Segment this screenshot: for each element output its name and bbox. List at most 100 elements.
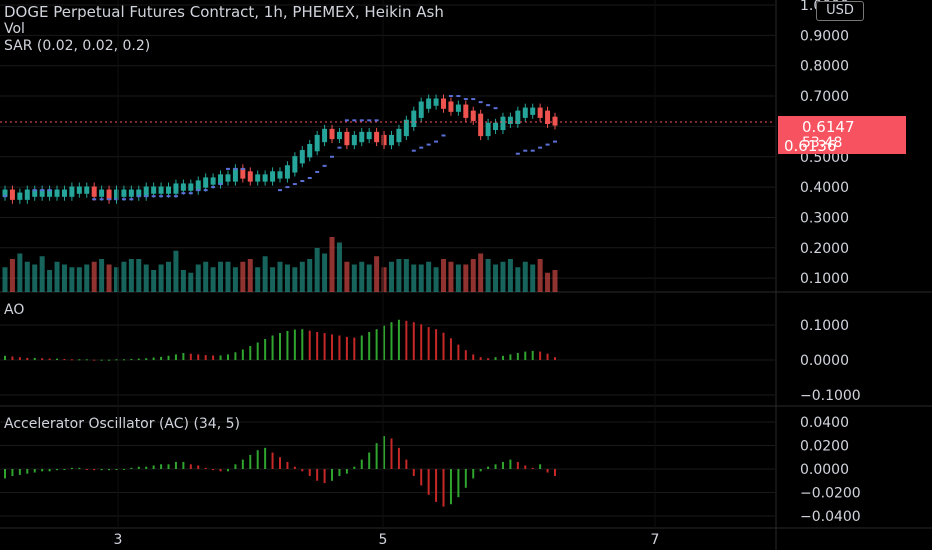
price-candle-16 (121, 189, 127, 197)
ao-bar-62 (464, 350, 467, 360)
ac-bar-40 (301, 469, 304, 472)
volume-bar-64 (478, 253, 484, 292)
ac-tick-label-2: 0.0000 (800, 462, 849, 478)
ao-bar-19 (145, 358, 148, 360)
time-tick-label-0: 3 (114, 532, 123, 548)
price-tick-label-3: 0.7000 (800, 89, 849, 105)
sar-dot-72 (538, 146, 543, 149)
ao-bar-23 (174, 354, 177, 360)
ac-bar-34 (256, 450, 259, 469)
price-candle-17 (128, 189, 134, 197)
ao-bar-46 (345, 336, 348, 360)
sar-dot-60 (448, 95, 453, 98)
volume-bar-73 (545, 272, 551, 292)
sar-dot-31 (233, 167, 238, 170)
ao-bar-20 (152, 357, 155, 360)
volume-bar-68 (507, 259, 513, 292)
ao-bar-47 (353, 337, 356, 360)
ac-bar-54 (405, 459, 408, 469)
ao-bar-50 (375, 329, 378, 360)
price-candle-18 (136, 189, 142, 197)
ac-bar-31 (234, 464, 237, 469)
price-candle-38 (284, 165, 290, 179)
volume-bar-8 (61, 264, 67, 292)
ao-bar-12 (93, 359, 96, 361)
price-candle-41 (307, 144, 313, 158)
symbol-title: DOGE Perpetual Futures Contract, 1h, PHE… (4, 3, 444, 21)
sar-dot-70 (523, 149, 528, 152)
ao-bar-28 (212, 355, 215, 360)
ac-bar-57 (427, 469, 430, 495)
ao-bar-57 (427, 327, 430, 360)
ao-bar-9 (70, 359, 73, 361)
volume-bar-30 (225, 261, 231, 292)
sar-dot-22 (166, 195, 171, 198)
price-candle-8 (61, 189, 67, 197)
ac-bar-26 (197, 465, 200, 469)
ao-bar-3 (26, 357, 29, 360)
ao-bar-37 (279, 333, 281, 360)
sar-dot-24 (181, 192, 186, 195)
volume-bar-40 (299, 261, 305, 292)
volume-bar-41 (307, 259, 313, 292)
ao-bar-13 (100, 359, 103, 361)
ao-bar-2 (18, 357, 21, 360)
volume-bar-46 (344, 261, 350, 292)
sar-dot-59 (441, 134, 446, 137)
price-candle-64 (478, 113, 484, 137)
ac-bar-9 (70, 467, 73, 469)
sar-dot-55 (411, 149, 416, 152)
ao-bar-52 (390, 322, 393, 360)
ao-bar-72 (539, 351, 542, 360)
ao-bar-71 (531, 350, 534, 360)
price-candle-55 (411, 110, 417, 128)
ao-bar-8 (63, 358, 66, 360)
volume-bar-31 (232, 267, 238, 292)
ac-bar-63 (472, 469, 475, 479)
ac-bar-56 (420, 469, 423, 486)
volume-bar-35 (262, 256, 268, 292)
ao-bar-18 (137, 358, 140, 360)
volume-bar-59 (441, 259, 447, 292)
ac-bar-21 (160, 464, 163, 469)
price-candle-58 (433, 98, 439, 106)
ao-bar-24 (182, 353, 185, 360)
price-candle-40 (299, 150, 305, 164)
ao-bar-33 (249, 346, 252, 360)
volume-bar-52 (388, 261, 394, 292)
ao-bar-35 (264, 339, 267, 360)
price-candle-47 (351, 134, 357, 146)
price-candle-25 (188, 183, 194, 191)
volume-bar-56 (418, 264, 424, 292)
ac-bar-53 (397, 447, 400, 469)
ac-tick-label-3: −0.0200 (800, 486, 861, 502)
last-price-badge: 0.6147 53:48 (778, 116, 906, 154)
sar-dot-65 (486, 104, 491, 107)
price-candle-30 (225, 174, 231, 182)
price-candle-0 (2, 189, 8, 197)
price-tick-label-9: 0.1000 (800, 271, 849, 287)
ao-bar-10 (78, 359, 81, 361)
ac-bar-11 (85, 469, 88, 470)
price-candle-59 (441, 98, 447, 109)
currency-button[interactable]: USD (816, 1, 864, 21)
price-tick-label-8: 0.2000 (800, 241, 849, 257)
ao-bar-16 (122, 359, 125, 361)
ac-bar-20 (152, 465, 155, 469)
ac-bar-44 (331, 469, 334, 481)
ac-bar-6 (48, 469, 51, 472)
ac-bar-69 (516, 461, 519, 469)
ac-bar-65 (487, 466, 490, 469)
sar-dot-74 (553, 140, 557, 143)
ac-bar-24 (182, 461, 185, 469)
ac-bar-37 (279, 457, 281, 469)
ao-bar-44 (331, 334, 334, 360)
sar-dot-25 (188, 192, 193, 195)
volume-bar-47 (351, 264, 357, 292)
sar-dot-44 (330, 155, 335, 158)
price-candle-50 (374, 131, 380, 143)
price-candle-68 (507, 116, 513, 124)
volume-bar-20 (151, 270, 157, 292)
sar-badge: 0.6136 (778, 139, 906, 154)
